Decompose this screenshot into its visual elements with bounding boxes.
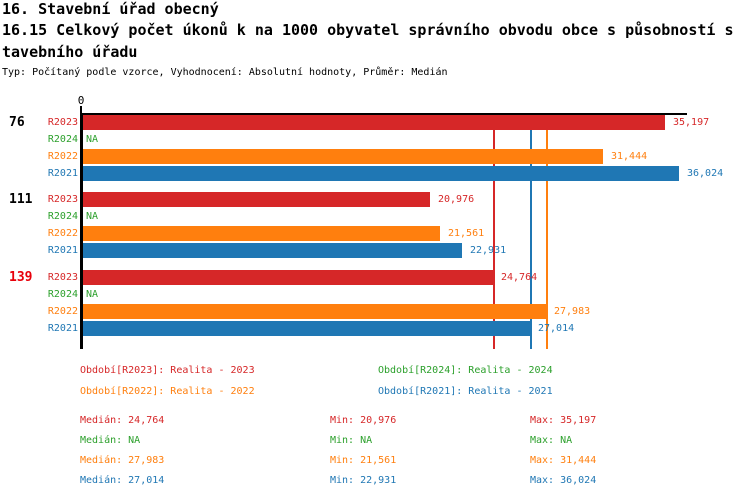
x-axis-line: [80, 113, 687, 115]
bar-value-label: 27,014: [538, 323, 575, 334]
group-label: 111: [9, 192, 33, 207]
series-label: R2024: [47, 289, 78, 300]
series-label: R2022: [47, 228, 78, 239]
series-label: R2023: [47, 117, 78, 128]
page-title-line2: 16.15 Celkový počet úkonů k na 1000 obyv…: [2, 21, 734, 39]
stat-median-r2024: Medián: NA: [80, 435, 141, 446]
bar-value-label: 35,197: [673, 117, 710, 128]
bar: [83, 149, 603, 164]
stat-median-r2022: Medián: 27,983: [80, 455, 165, 466]
na-label: NA: [86, 134, 99, 145]
group-label: 76: [9, 115, 25, 130]
bar-value-label: 24,764: [501, 272, 538, 283]
bar: [83, 166, 679, 181]
stat-max-r2022: Max: 31,444: [530, 455, 597, 466]
median-line-r2022: [546, 115, 548, 349]
series-label: R2021: [47, 323, 78, 334]
median-line-r2021: [530, 115, 532, 349]
stat-min-r2024: Min: NA: [330, 435, 373, 446]
series-label: R2022: [47, 306, 78, 317]
legend-item-r2023: Období[R2023]: Realita - 2023: [80, 365, 255, 376]
stat-max-r2021: Max: 36,024: [530, 475, 597, 486]
legend-item-r2021: Období[R2021]: Realita - 2021: [378, 386, 553, 397]
bar-value-label: 36,024: [687, 168, 724, 179]
bar: [83, 270, 493, 285]
stat-median-r2021: Medián: 27,014: [80, 475, 165, 486]
series-label: R2023: [47, 194, 78, 205]
page-title-line3: tavebního úřadu: [2, 43, 138, 61]
x-axis-zero-tick: [80, 106, 82, 114]
bar-value-label: 27,983: [554, 306, 591, 317]
na-label: NA: [86, 289, 99, 300]
stat-min-r2022: Min: 21,561: [330, 455, 397, 466]
bar: [83, 226, 440, 241]
bar: [83, 321, 530, 336]
y-axis-line: [80, 113, 83, 349]
stat-max-r2024: Max: NA: [530, 435, 573, 446]
legend-item-r2022: Období[R2022]: Realita - 2022: [80, 386, 255, 397]
bar: [83, 115, 665, 130]
median-line-r2023: [493, 115, 495, 349]
na-label: NA: [86, 211, 99, 222]
bar-value-label: 31,444: [611, 151, 648, 162]
bar-value-label: 21,561: [448, 228, 485, 239]
group-label: 139: [9, 270, 33, 285]
bar-value-label: 22,931: [470, 245, 507, 256]
series-label: R2024: [47, 134, 78, 145]
stat-median-r2023: Medián: 24,764: [80, 415, 165, 426]
bar: [83, 192, 430, 207]
bar: [83, 243, 462, 258]
series-label: R2022: [47, 151, 78, 162]
series-label: R2021: [47, 168, 78, 179]
bar-value-label: 20,976: [438, 194, 475, 205]
x-axis-zero-label: 0: [77, 94, 85, 107]
series-label: R2023: [47, 272, 78, 283]
legend-item-r2024: Období[R2024]: Realita - 2024: [378, 365, 553, 376]
chart-subtitle: Typ: Počítaný podle vzorce, Vyhodnocení:…: [2, 67, 448, 78]
stat-min-r2021: Min: 22,931: [330, 475, 397, 486]
stat-min-r2023: Min: 20,976: [330, 415, 397, 426]
stat-max-r2023: Max: 35,197: [530, 415, 597, 426]
series-label: R2021: [47, 245, 78, 256]
page-title-line1: 16. Stavební úřad obecný: [2, 0, 219, 18]
series-label: R2024: [47, 211, 78, 222]
bar: [83, 304, 546, 319]
